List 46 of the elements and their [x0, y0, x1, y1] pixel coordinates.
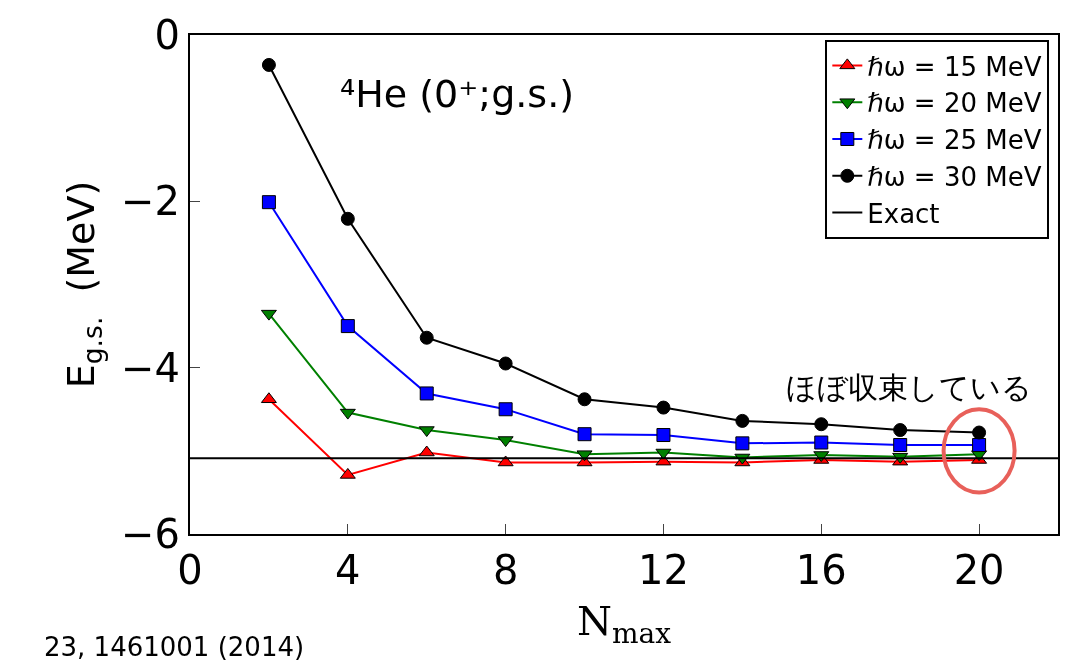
x-tick-label: 8 — [492, 547, 519, 593]
point — [418, 426, 435, 438]
x-tick-label: 4 — [335, 547, 361, 593]
point — [340, 319, 355, 334]
point — [260, 309, 277, 321]
annotation: ⁴He (0⁺;g.s.) — [340, 72, 575, 116]
point — [261, 195, 276, 210]
y-tick-label: −2 — [121, 178, 180, 225]
point — [656, 400, 671, 415]
text: 23, 1461001 (2014) — [44, 632, 305, 662]
point — [261, 57, 276, 72]
point — [260, 392, 277, 404]
legend-label: ℏω = 15 MeV — [867, 51, 1042, 82]
point — [735, 413, 750, 428]
point — [419, 330, 434, 345]
point — [497, 436, 514, 448]
legend-label: Exact — [867, 198, 940, 229]
point — [498, 402, 513, 417]
legend-label: ℏω = 20 MeV — [867, 88, 1042, 119]
x-tick-label: 20 — [953, 547, 1005, 593]
x-tick-label: 12 — [638, 547, 689, 593]
y-tick-label: 0 — [154, 12, 180, 58]
point — [497, 455, 514, 467]
point — [419, 386, 434, 401]
point — [893, 438, 908, 453]
x-tick-label: 16 — [795, 547, 847, 593]
point — [339, 408, 356, 420]
y-tick-label: −6 — [121, 511, 180, 557]
point — [655, 448, 672, 460]
point — [498, 356, 513, 371]
legend-label: ℏω = 25 MeV — [867, 125, 1042, 156]
point — [735, 436, 750, 451]
y-tick-label: −4 — [121, 344, 180, 391]
point — [418, 445, 435, 457]
annotation: ほぼ収束している — [786, 370, 1032, 405]
point — [893, 423, 908, 438]
point — [340, 211, 355, 226]
point — [577, 392, 592, 407]
legend-label: ℏω = 30 MeV — [867, 161, 1042, 192]
point — [814, 435, 829, 450]
point — [972, 438, 987, 453]
point — [577, 427, 592, 442]
point — [972, 425, 987, 440]
point — [656, 428, 671, 443]
x-axis-title: N$_{max}$ — [576, 598, 672, 651]
point — [814, 417, 829, 432]
